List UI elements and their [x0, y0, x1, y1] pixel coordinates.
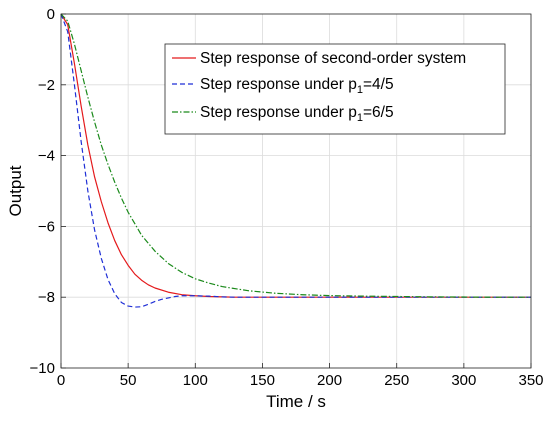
legend-label-subscript: 1: [357, 84, 363, 96]
y-tick-label: −10: [30, 360, 55, 377]
legend-label-1: Step response of second-order system: [200, 50, 466, 67]
series-line-1: [60, 13, 531, 298]
series-line-3: [60, 13, 531, 298]
legend-label-text: Step response under p: [200, 76, 357, 93]
x-axis-label: Time / s: [266, 392, 326, 411]
x-tick-label: 300: [451, 372, 476, 389]
x-tick-label: 250: [384, 372, 409, 389]
legend-label-text: Step response of second-order system: [200, 50, 466, 67]
legend-label-subscript: 1: [357, 112, 363, 124]
series-lines: [60, 13, 531, 308]
y-tick-label: −8: [38, 289, 55, 306]
x-tick-label: 100: [183, 372, 208, 389]
legend-box: [164, 43, 506, 135]
x-tick-label: 350: [518, 372, 543, 389]
legend-label-text: Step response under p: [200, 104, 357, 121]
y-tick-label: −2: [38, 77, 55, 94]
legend-label-suffix: =6/5: [363, 104, 394, 121]
y-tick-label: −6: [38, 218, 55, 235]
legend: Step response of second-order system Step…: [164, 43, 506, 135]
x-tick-label: 150: [250, 372, 275, 389]
x-tick-label: 200: [317, 372, 342, 389]
axis-ticks: 0 50 100 150 200 250 300 350 0 −2 −4 −6 −8 −10: [30, 6, 544, 389]
y-tick-label: 0: [47, 6, 55, 23]
series-line-2: [60, 13, 531, 308]
y-tick-label: −4: [38, 148, 55, 165]
y-axis-label: Output: [6, 165, 25, 216]
plot-frame: [60, 13, 532, 369]
x-tick-label: 50: [120, 372, 137, 389]
legend-label-3: Step response under p1=6/5: [200, 104, 394, 124]
legend-label-2: Step response under p1=4/5: [200, 76, 394, 96]
x-tick-label: 0: [57, 372, 65, 389]
legend-label-suffix: =4/5: [363, 76, 394, 93]
